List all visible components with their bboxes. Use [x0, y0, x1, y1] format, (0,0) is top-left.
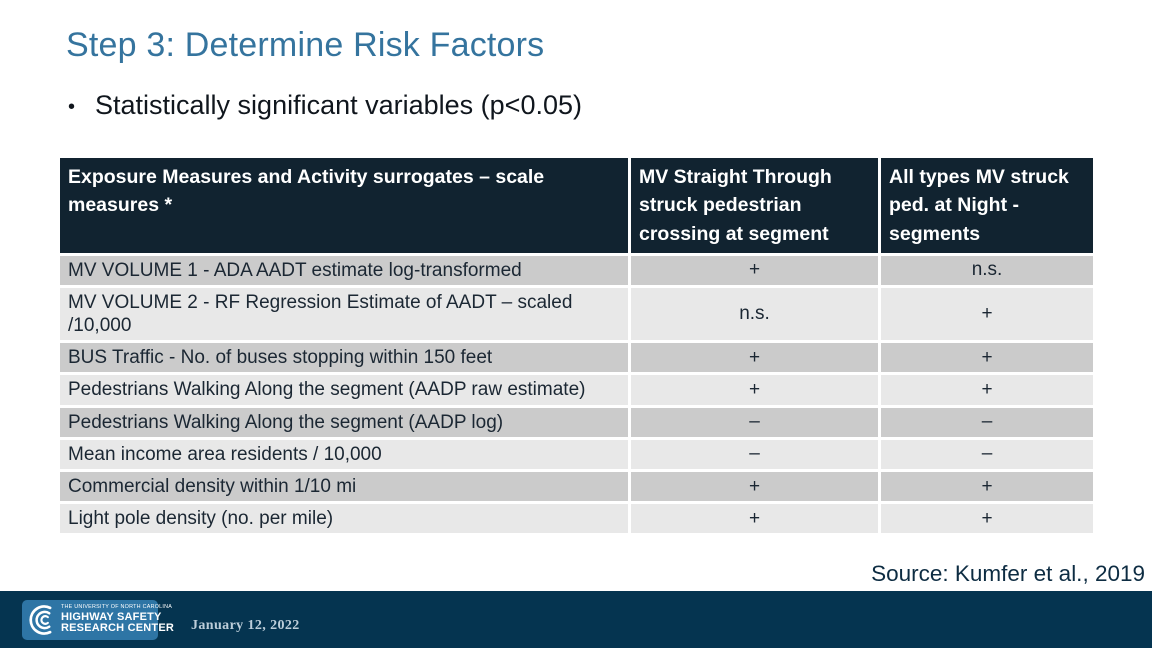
row-value-all-types: – — [878, 404, 1096, 440]
table-row: MV VOLUME 1 - ADA AADT estimate log-tran… — [57, 252, 1096, 288]
hsrc-swirl-icon — [29, 605, 52, 635]
row-value-mv-straight: + — [628, 252, 881, 288]
row-label: Commercial density within 1/10 mi — [57, 468, 631, 505]
row-label: Pedestrians Walking Along the segment (A… — [57, 404, 631, 440]
table-row: Pedestrians Walking Along the segment (A… — [57, 372, 1096, 408]
table-row: Mean income area residents / 10,000 – – — [57, 436, 1096, 473]
risk-factors-table: Exposure Measures and Activity surrogate… — [57, 155, 1096, 537]
source-citation: Source: Kumfer et al., 2019 — [871, 561, 1145, 586]
logo-highway-safety-line: HIGHWAY SAFETY — [61, 610, 162, 623]
header-mv-straight-through: MV Straight Through struck pedestrian cr… — [628, 155, 881, 256]
row-value-mv-straight: + — [628, 468, 881, 505]
bullet-text: Statistically significant variables (p<0… — [95, 90, 582, 120]
table-row: MV VOLUME 2 - RF Regression Estimate of … — [57, 284, 1096, 344]
row-label: Light pole density (no. per mile) — [57, 501, 631, 537]
row-value-all-types: + — [878, 468, 1096, 505]
slide-date: January 12, 2022 — [191, 618, 300, 633]
hsrc-logo: THE UNIVERSITY OF NORTH CAROLINA HIGHWAY… — [22, 600, 174, 640]
row-value-all-types: n.s. — [878, 252, 1096, 288]
row-label: BUS Traffic - No. of buses stopping with… — [57, 340, 631, 376]
table-header-row: Exposure Measures and Activity surrogate… — [57, 155, 1096, 256]
row-label: MV VOLUME 1 - ADA AADT estimate log-tran… — [57, 252, 631, 288]
row-label: Mean income area residents / 10,000 — [57, 436, 631, 473]
row-value-mv-straight: n.s. — [628, 284, 881, 344]
row-value-mv-straight: – — [628, 404, 881, 440]
header-exposure-measures: Exposure Measures and Activity surrogate… — [57, 155, 631, 256]
hsrc-logo-text: THE UNIVERSITY OF NORTH CAROLINA HIGHWAY… — [61, 604, 175, 635]
footer-bar: THE UNIVERSITY OF NORTH CAROLINA HIGHWAY… — [0, 591, 1152, 648]
row-label: MV VOLUME 2 - RF Regression Estimate of … — [57, 284, 631, 344]
row-value-all-types: + — [878, 501, 1096, 537]
logo-research-center-line: RESEARCH CENTER — [61, 622, 175, 635]
table-row: Commercial density within 1/10 mi + + — [57, 468, 1096, 505]
logo-university-line: THE UNIVERSITY OF NORTH CAROLINA — [61, 604, 173, 611]
row-value-mv-straight: + — [628, 372, 881, 408]
row-value-mv-straight: + — [628, 340, 881, 376]
table-row: Pedestrians Walking Along the segment (A… — [57, 404, 1096, 440]
bullet-icon: • — [68, 96, 76, 118]
row-value-all-types: + — [878, 372, 1096, 408]
table-row: Light pole density (no. per mile) + + — [57, 501, 1096, 537]
slide-title: Step 3: Determine Risk Factors — [66, 26, 545, 64]
row-value-all-types: – — [878, 436, 1096, 473]
row-label: Pedestrians Walking Along the segment (A… — [57, 372, 631, 408]
table-row: BUS Traffic - No. of buses stopping with… — [57, 340, 1096, 376]
row-value-mv-straight: – — [628, 436, 881, 473]
row-value-mv-straight: + — [628, 501, 881, 537]
row-value-all-types: + — [878, 284, 1096, 344]
row-value-all-types: + — [878, 340, 1096, 376]
bullet-item: • Statistically significant variables (p… — [68, 90, 582, 124]
header-all-types-mv: All types MV struck ped. at Night - segm… — [878, 155, 1096, 256]
